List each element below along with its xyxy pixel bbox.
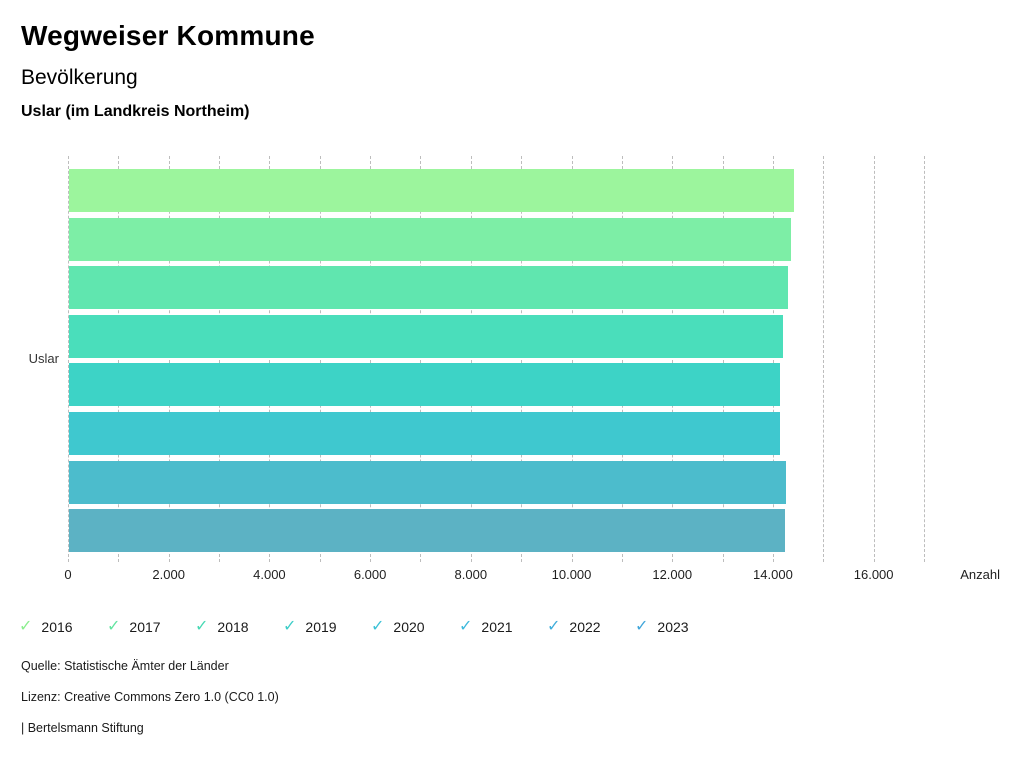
x-tick-12.000: 12.000 bbox=[652, 567, 693, 582]
bar-2022 bbox=[69, 460, 786, 504]
check-icon-2022: ✓ bbox=[547, 618, 561, 635]
x-tick-16.000: 16.000 bbox=[853, 567, 894, 582]
gridline bbox=[672, 156, 674, 562]
legend-year-label: 2020 bbox=[393, 619, 425, 635]
x-axis-unit-label: Anzahl bbox=[960, 567, 1000, 582]
legend-year-label: 2018 bbox=[217, 619, 249, 635]
bar-2018 bbox=[69, 266, 789, 310]
x-tick-6.000: 6.000 bbox=[353, 567, 387, 582]
gridline bbox=[68, 156, 69, 562]
legend-item-2021[interactable]: ✓ 2021 bbox=[459, 616, 513, 638]
legend-year-label: 2022 bbox=[569, 619, 601, 635]
legend-item-2018[interactable]: ✓ 2018 bbox=[195, 616, 249, 638]
category-label: Uslar bbox=[28, 351, 59, 366]
year-legend: ✓ 2016 ✓ 2017 ✓ 2018 ✓ 2019 ✓ 2020 ✓ 2021 ✓ 2022 ✓ 2023 bbox=[0, 616, 1024, 640]
gridline bbox=[772, 156, 774, 562]
check-icon-2020: ✓ bbox=[371, 618, 385, 635]
x-tick-8.000: 8.000 bbox=[454, 567, 488, 582]
legend-item-2023[interactable]: ✓ 2023 bbox=[635, 616, 689, 638]
bar-2017 bbox=[69, 217, 791, 261]
license-text: Lizenz: Creative Commons Zero 1.0 (CC0 1… bbox=[21, 690, 279, 704]
gridline bbox=[168, 156, 170, 562]
gridline bbox=[370, 156, 372, 562]
x-tick-2.000: 2.000 bbox=[152, 567, 185, 582]
x-tick-4.000: 4.000 bbox=[253, 567, 286, 582]
bar-2020 bbox=[69, 363, 781, 407]
legend-item-2020[interactable]: ✓ 2020 bbox=[371, 616, 425, 638]
legend-item-2016[interactable]: ✓ 2016 bbox=[19, 616, 73, 638]
gridline bbox=[621, 156, 623, 562]
x-tick-0: 0 bbox=[64, 567, 72, 582]
attribution-text: | Bertelsmann Stiftung bbox=[21, 721, 144, 735]
check-icon-2017: ✓ bbox=[107, 618, 121, 635]
gridline bbox=[319, 156, 321, 562]
check-icon-2023: ✓ bbox=[635, 618, 649, 635]
bar-2021 bbox=[69, 412, 781, 455]
check-icon-2016: ✓ bbox=[19, 618, 33, 635]
legend-year-label: 2017 bbox=[129, 619, 161, 635]
gridline bbox=[219, 156, 221, 562]
gridline bbox=[118, 156, 120, 562]
source-text: Quelle: Statistische Ämter der Länder bbox=[21, 659, 229, 673]
check-icon-2019: ✓ bbox=[283, 618, 297, 635]
legend-item-2017[interactable]: ✓ 2017 bbox=[107, 616, 161, 638]
bar-2019 bbox=[69, 314, 783, 358]
gridline bbox=[470, 156, 472, 562]
region-subtitle: Uslar (im Landkreis Northeim) bbox=[21, 103, 250, 120]
legend-year-label: 2019 bbox=[305, 619, 337, 635]
chart-title: Bevölkerung bbox=[21, 66, 138, 89]
gridline bbox=[924, 156, 925, 562]
bar-2016 bbox=[69, 169, 795, 212]
legend-year-label: 2023 bbox=[657, 619, 689, 635]
gridline bbox=[420, 156, 422, 562]
gridline bbox=[823, 156, 825, 562]
x-tick-14.000: 14.000 bbox=[753, 567, 793, 582]
gridline bbox=[722, 156, 724, 562]
check-icon-2018: ✓ bbox=[195, 618, 209, 635]
gridline bbox=[521, 156, 523, 562]
legend-year-label: 2021 bbox=[481, 619, 513, 635]
legend-item-2022[interactable]: ✓ 2022 bbox=[547, 616, 601, 638]
legend-year-label: 2016 bbox=[41, 619, 73, 635]
plot-area bbox=[68, 156, 925, 562]
x-tick-10.000: 10.000 bbox=[551, 567, 592, 582]
gridline bbox=[873, 156, 875, 562]
gridline bbox=[269, 156, 271, 562]
legend-item-2019[interactable]: ✓ 2019 bbox=[283, 616, 337, 638]
check-icon-2021: ✓ bbox=[459, 618, 473, 635]
gridline bbox=[571, 156, 573, 562]
bar-2023 bbox=[69, 509, 786, 553]
app-title: Wegweiser Kommune bbox=[21, 20, 315, 51]
